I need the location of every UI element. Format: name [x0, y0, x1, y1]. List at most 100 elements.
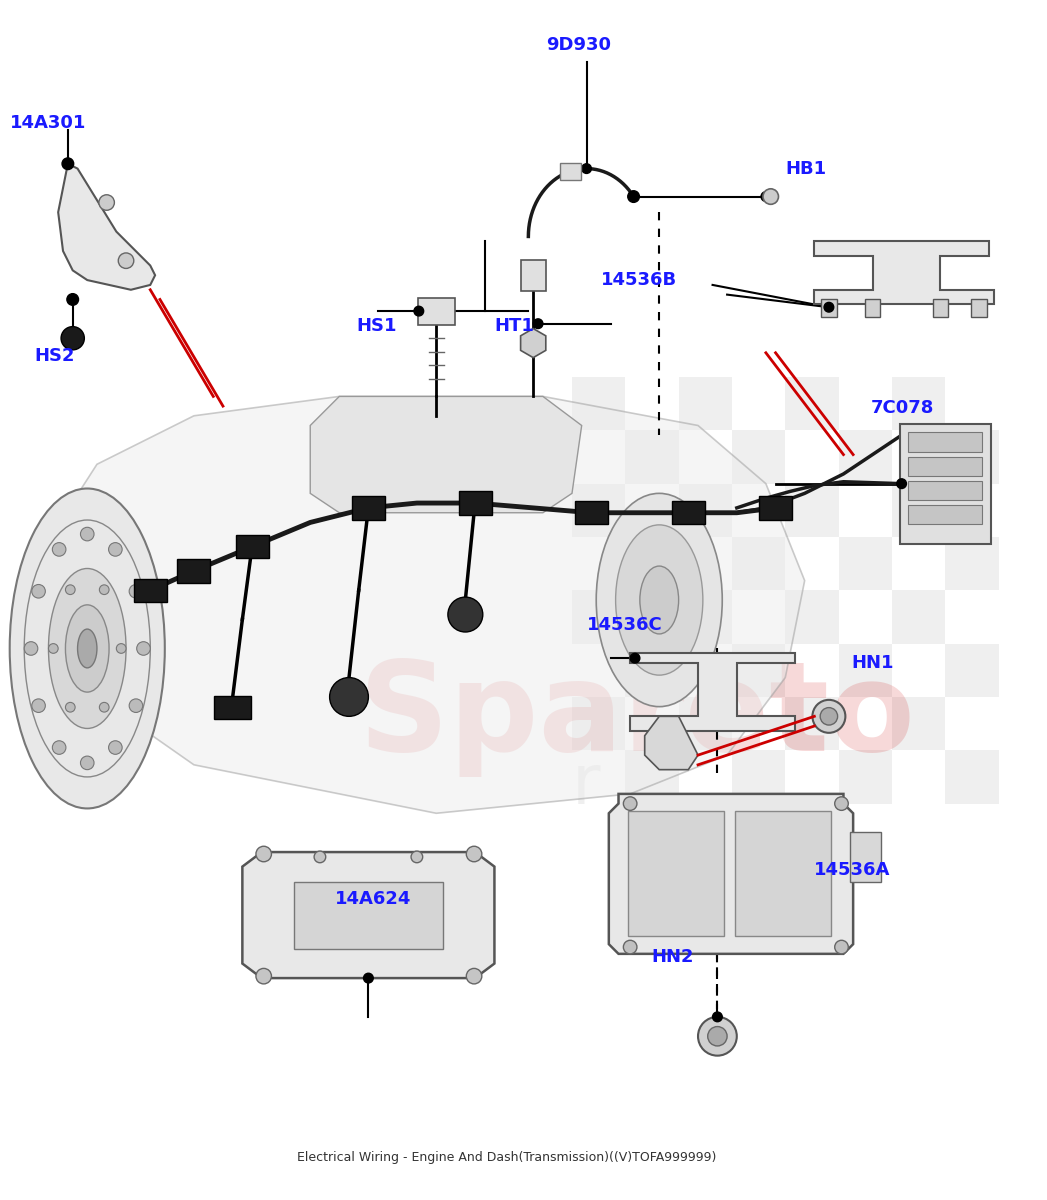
Circle shape [582, 163, 592, 174]
Bar [625, 431, 678, 484]
Text: 14536A: 14536A [815, 860, 891, 878]
Bar [945, 750, 999, 804]
Circle shape [448, 598, 483, 632]
Circle shape [763, 188, 779, 204]
Ellipse shape [77, 629, 97, 668]
Circle shape [66, 702, 75, 712]
Circle shape [533, 319, 543, 329]
FancyBboxPatch shape [520, 259, 545, 290]
Text: HB1: HB1 [785, 160, 826, 178]
FancyBboxPatch shape [294, 882, 443, 949]
Bar [839, 431, 892, 484]
Circle shape [708, 1026, 727, 1046]
Text: 7C078: 7C078 [871, 400, 934, 418]
Circle shape [255, 846, 271, 862]
Bar [572, 697, 625, 750]
Polygon shape [59, 163, 155, 289]
Circle shape [129, 698, 142, 713]
Circle shape [98, 194, 114, 210]
Bar [839, 536, 892, 590]
Circle shape [137, 642, 151, 655]
Circle shape [630, 653, 640, 664]
Circle shape [761, 192, 771, 202]
FancyBboxPatch shape [909, 432, 982, 451]
Bar [892, 697, 945, 750]
Circle shape [834, 941, 848, 954]
Circle shape [24, 642, 38, 655]
Ellipse shape [616, 524, 703, 676]
Text: HS2: HS2 [34, 347, 74, 365]
FancyBboxPatch shape [899, 424, 990, 544]
Text: 14536C: 14536C [586, 617, 663, 635]
Bar [625, 750, 678, 804]
Bar [732, 643, 785, 697]
Text: 14A301: 14A301 [9, 114, 86, 132]
Circle shape [414, 306, 424, 316]
Bar [785, 590, 839, 643]
Text: r: r [572, 751, 601, 817]
Bar [892, 484, 945, 536]
Bar [933, 300, 949, 317]
Circle shape [99, 702, 109, 712]
FancyBboxPatch shape [575, 502, 608, 524]
FancyBboxPatch shape [628, 811, 725, 936]
Circle shape [66, 584, 75, 594]
Bar [865, 300, 881, 317]
Circle shape [466, 968, 482, 984]
Circle shape [109, 542, 122, 556]
Bar [972, 300, 987, 317]
Bar [785, 484, 839, 536]
Circle shape [52, 542, 66, 556]
Bar [678, 484, 732, 536]
FancyBboxPatch shape [850, 832, 882, 882]
Bar [785, 697, 839, 750]
Bar [625, 536, 678, 590]
Bar [732, 431, 785, 484]
Circle shape [99, 584, 109, 594]
Circle shape [116, 643, 126, 653]
Circle shape [62, 158, 73, 169]
Bar [678, 377, 732, 431]
Bar [945, 643, 999, 697]
Text: 9D930: 9D930 [545, 36, 610, 54]
Circle shape [314, 851, 326, 863]
Circle shape [698, 1016, 737, 1056]
Circle shape [67, 294, 79, 305]
Text: Electrical Wiring - Engine And Dash(Transmission)((V)TOFA999999): Electrical Wiring - Engine And Dash(Tran… [297, 1151, 717, 1164]
Circle shape [48, 643, 59, 653]
Bar [892, 377, 945, 431]
Ellipse shape [66, 605, 109, 692]
Bar [572, 590, 625, 643]
Circle shape [363, 973, 373, 983]
FancyBboxPatch shape [560, 162, 581, 180]
FancyBboxPatch shape [909, 481, 982, 500]
Circle shape [623, 797, 637, 810]
FancyBboxPatch shape [909, 456, 982, 476]
Bar [839, 643, 892, 697]
Bar [678, 697, 732, 750]
Bar [892, 590, 945, 643]
Text: 14536B: 14536B [601, 271, 677, 289]
Ellipse shape [596, 493, 722, 707]
Circle shape [713, 1012, 722, 1021]
Text: HT1: HT1 [494, 317, 534, 335]
Polygon shape [630, 653, 795, 731]
Text: Spareto: Spareto [359, 656, 915, 776]
FancyBboxPatch shape [672, 502, 705, 524]
FancyBboxPatch shape [735, 811, 831, 936]
FancyBboxPatch shape [909, 505, 982, 524]
Circle shape [466, 846, 482, 862]
Circle shape [623, 941, 637, 954]
Ellipse shape [48, 569, 126, 728]
Ellipse shape [640, 566, 678, 634]
Circle shape [255, 968, 271, 984]
Circle shape [330, 678, 369, 716]
Polygon shape [242, 852, 494, 978]
Bar [945, 431, 999, 484]
Circle shape [61, 326, 85, 350]
Circle shape [31, 584, 45, 598]
Circle shape [52, 740, 66, 755]
Text: 14A624: 14A624 [334, 889, 410, 907]
Bar [572, 484, 625, 536]
Circle shape [109, 740, 122, 755]
